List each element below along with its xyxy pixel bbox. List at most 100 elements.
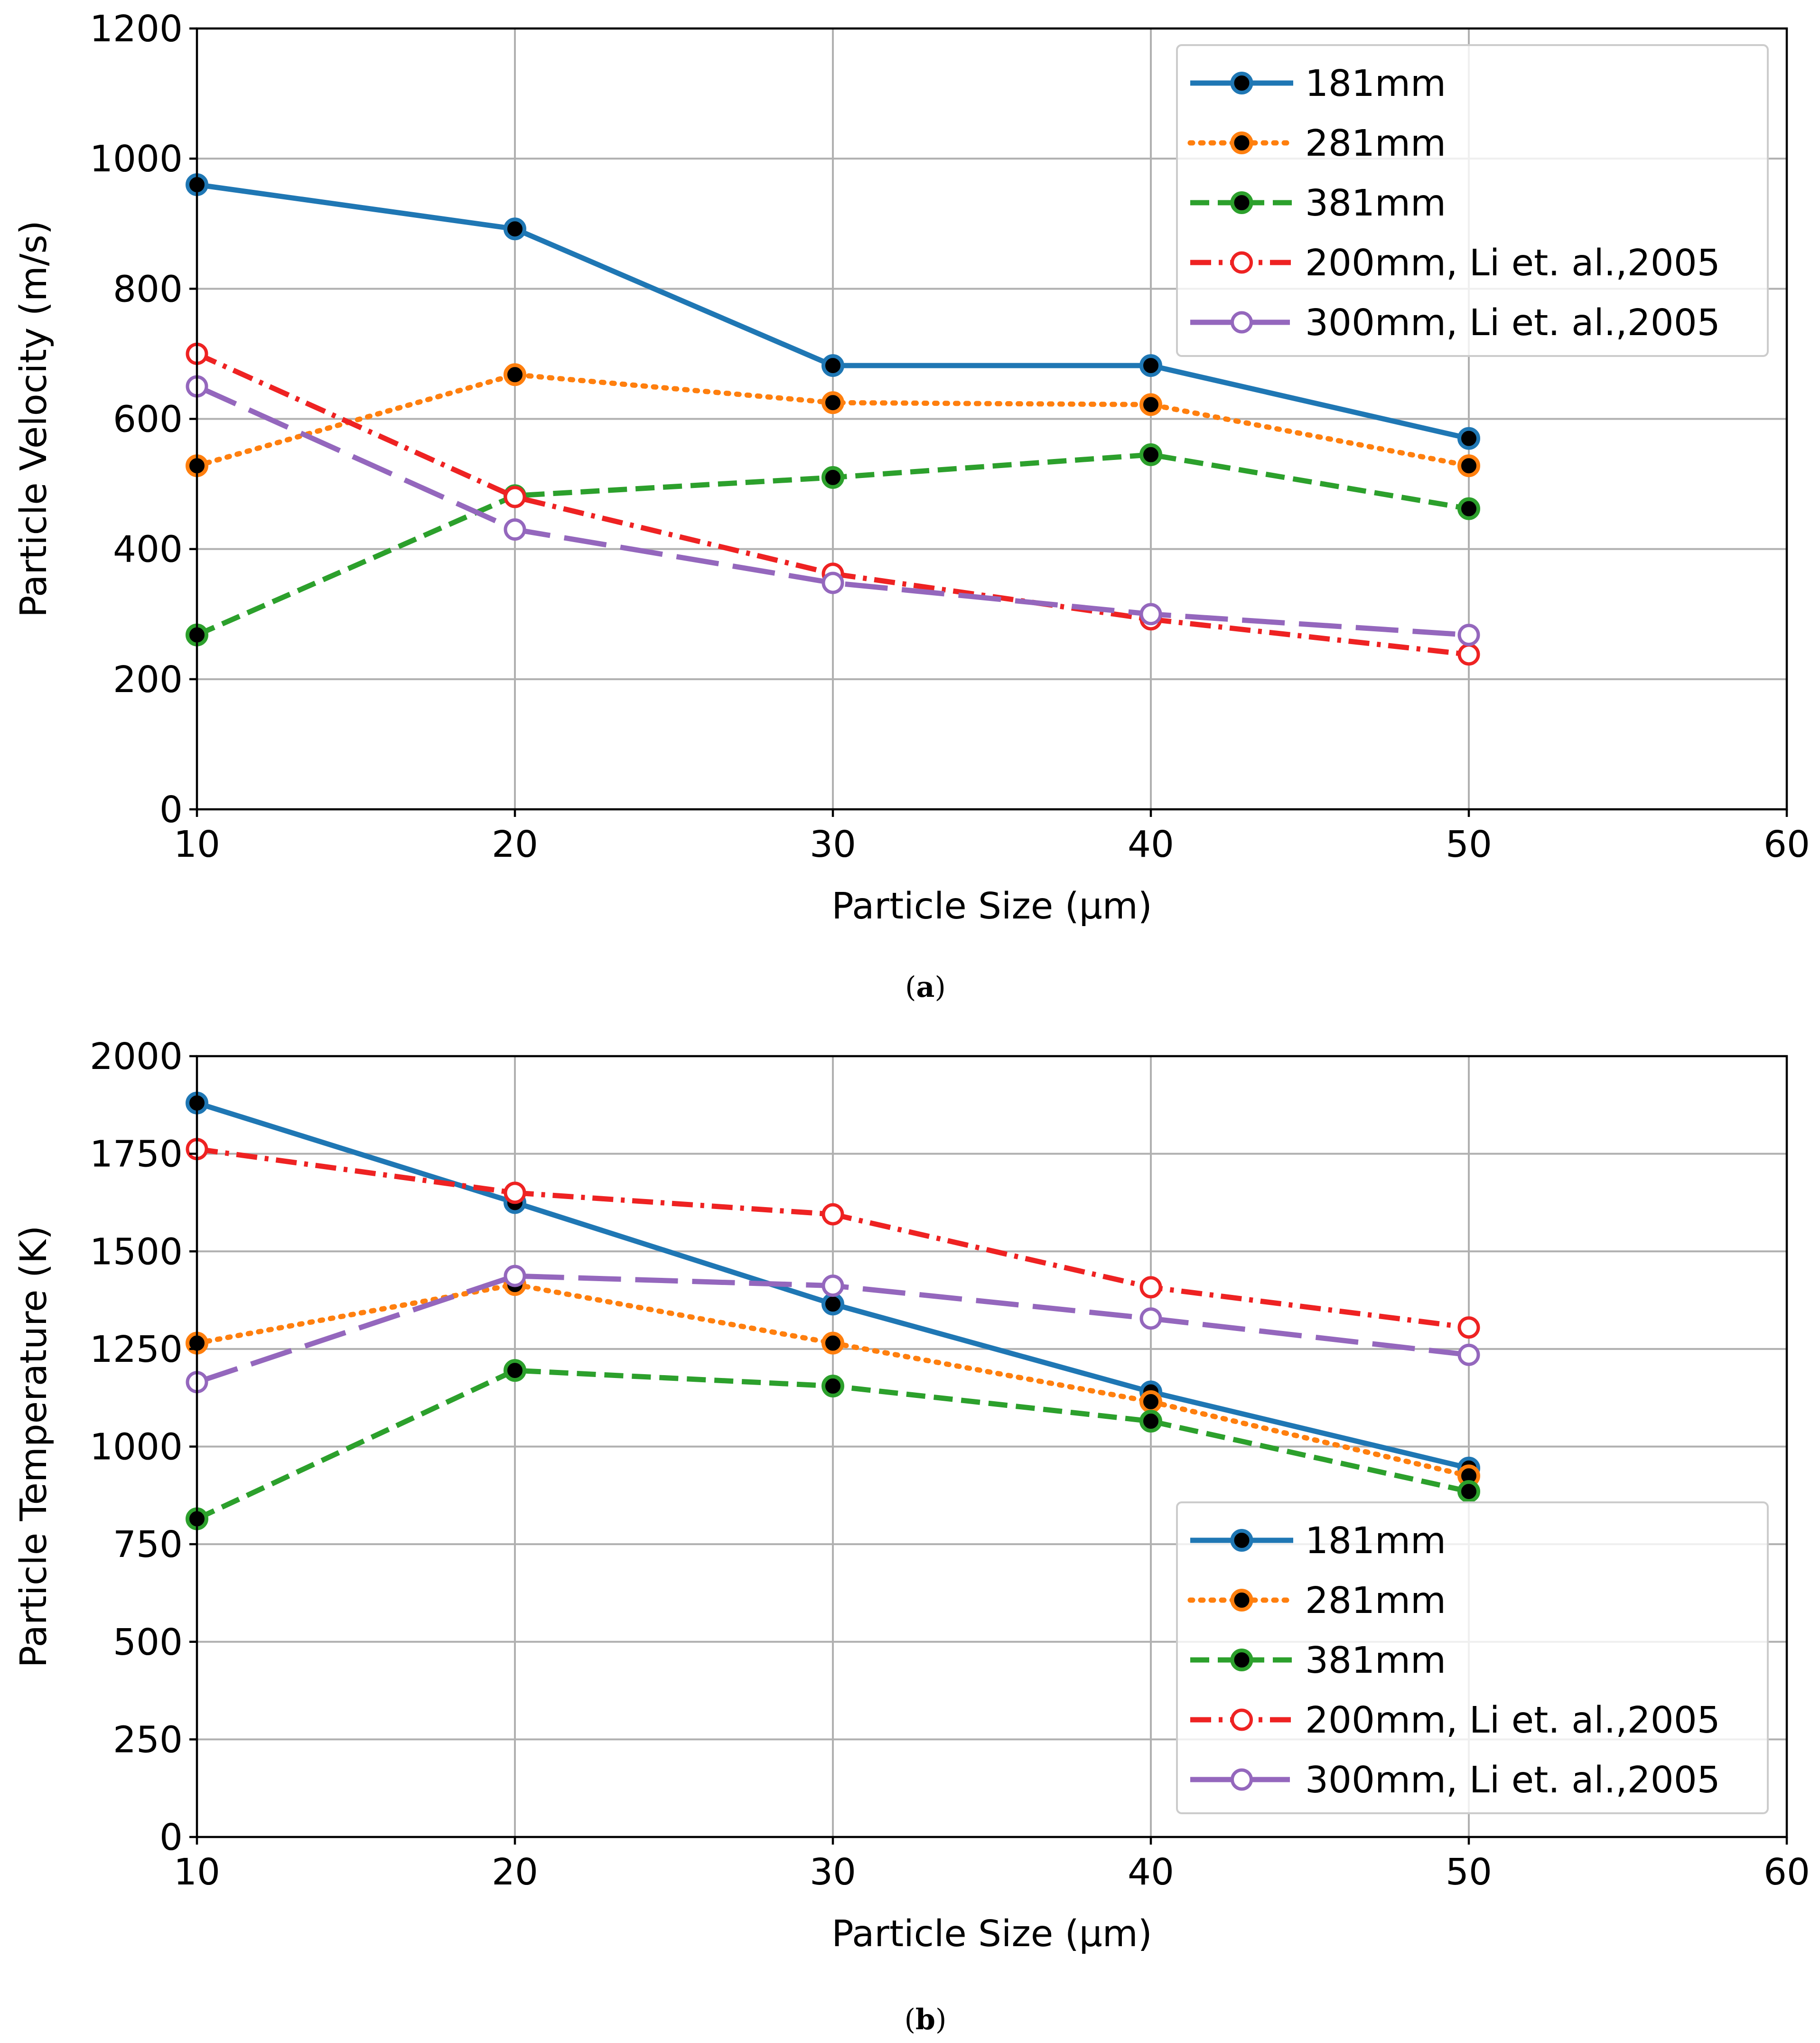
y-tick-label: 2000 <box>90 1036 183 1078</box>
legend-b: 181mm 281mm 381mm 200mm, Li et. al.,2005 300… <box>1176 1501 1769 1814</box>
legend-marker <box>1230 1589 1253 1612</box>
legend-label: 200mm, Li et. al.,2005 <box>1305 1699 1720 1742</box>
y-tick-label: 400 <box>113 529 183 571</box>
y-axis-label-b: Particle Temperature (K) <box>13 1226 55 1668</box>
data-point <box>504 363 526 386</box>
x-axis-label-b: Particle Size (µm) <box>831 1913 1152 1955</box>
legend-marker <box>1230 131 1253 154</box>
legend-label: 281mm <box>1305 122 1446 165</box>
data-point <box>504 1359 526 1382</box>
data-point <box>1139 1390 1162 1413</box>
legend-box <box>1176 44 1769 357</box>
y-tick-label: 800 <box>113 268 183 310</box>
x-tick-label: 60 <box>1764 824 1810 866</box>
y-tick-label: 500 <box>113 1621 183 1664</box>
series-group-b <box>186 1091 1480 1530</box>
data-point <box>504 217 526 241</box>
x-tick-label: 20 <box>492 824 538 866</box>
data-point <box>821 1375 844 1398</box>
legend-marker <box>1230 1529 1253 1552</box>
series-group-a <box>186 173 1480 666</box>
data-point <box>821 1275 844 1297</box>
data-point <box>1457 1480 1480 1503</box>
series-line-4 <box>196 384 1469 638</box>
data-point <box>1139 1410 1162 1433</box>
data-point <box>1139 603 1162 626</box>
data-point <box>504 486 526 508</box>
x-tick-label: 10 <box>174 824 220 866</box>
x-tick-label: 50 <box>1446 1851 1492 1893</box>
data-point <box>1139 393 1162 416</box>
caption-b-letter: b <box>915 2003 935 2036</box>
x-tick-label: 30 <box>810 1851 856 1893</box>
data-point <box>1457 427 1480 450</box>
legend-label: 200mm, Li et. al.,2005 <box>1305 242 1720 284</box>
data-point <box>821 572 844 594</box>
legend-label: 181mm <box>1305 63 1446 105</box>
caption-a-letter: a <box>916 971 935 1004</box>
data-point <box>821 1203 844 1226</box>
legend-label: 300mm, Li et. al.,2005 <box>1305 1759 1720 1801</box>
legend-marker <box>1231 1768 1253 1791</box>
x-tick-label: 10 <box>174 1851 220 1893</box>
data-point <box>504 518 526 541</box>
x-tick-label: 60 <box>1764 1851 1810 1893</box>
legend-marker <box>1230 72 1253 94</box>
y-tick-label: 1200 <box>90 8 183 50</box>
y-tick-label: 750 <box>113 1524 183 1566</box>
legend-label: 381mm <box>1305 182 1446 225</box>
legend-marker <box>1230 191 1253 214</box>
data-point <box>1139 443 1162 466</box>
data-point <box>504 1181 526 1204</box>
data-point <box>1457 624 1480 647</box>
legend-label: 281mm <box>1305 1580 1446 1622</box>
data-point <box>1139 1276 1162 1299</box>
data-point <box>821 354 844 377</box>
y-tick-label: 0 <box>159 1817 183 1859</box>
y-tick-label: 1750 <box>90 1134 183 1176</box>
y-tick-label: 1250 <box>90 1329 183 1371</box>
data-point <box>821 1331 844 1355</box>
data-point <box>821 466 844 489</box>
data-point <box>821 391 844 414</box>
x-tick-label: 40 <box>1128 824 1174 866</box>
legend-marker <box>1231 251 1253 274</box>
x-axis-label-a: Particle Size (µm) <box>831 885 1152 928</box>
legend-label: 381mm <box>1305 1640 1446 1682</box>
y-tick-label: 1000 <box>90 138 183 180</box>
data-point <box>1457 1316 1480 1339</box>
chart-panel-b: 10 20 30 40 50 60 0 250 500 750 1000 1250 1500 1750 20… <box>13 1036 1810 2036</box>
data-point <box>1139 354 1162 377</box>
data-point <box>1139 1307 1162 1330</box>
data-point <box>1457 1343 1480 1366</box>
y-tick-label: 250 <box>113 1719 183 1761</box>
ticks-b: 10 20 30 40 50 60 0 250 500 750 1000 1250 1500 1750 20… <box>90 1036 1810 1893</box>
x-tick-label: 20 <box>492 1851 538 1893</box>
y-tick-label: 600 <box>113 399 183 441</box>
caption-a: (a) <box>905 971 946 1004</box>
x-tick-label: 50 <box>1446 824 1492 866</box>
y-tick-label: 200 <box>113 659 183 701</box>
caption-b: (b) <box>905 2003 947 2036</box>
legend-marker <box>1231 1708 1253 1731</box>
data-point <box>1457 497 1480 520</box>
x-tick-label: 30 <box>810 824 856 866</box>
x-tick-label: 40 <box>1128 1851 1174 1893</box>
y-tick-label: 1500 <box>90 1231 183 1273</box>
legend-marker <box>1231 311 1253 334</box>
legend-a: 181mm 281mm 381mm 200mm, Li et. al.,2005 300… <box>1176 44 1769 357</box>
data-point <box>1457 643 1480 666</box>
legend-label: 181mm <box>1305 1520 1446 1562</box>
data-point <box>1457 454 1480 478</box>
y-tick-label: 0 <box>159 789 183 831</box>
legend-marker <box>1230 1649 1253 1671</box>
data-point <box>504 1265 526 1287</box>
legend-label: 300mm, Li et. al.,2005 <box>1305 302 1720 344</box>
legend-box <box>1176 1501 1769 1814</box>
y-tick-label: 1000 <box>90 1426 183 1469</box>
y-axis-label-a: Particle Velocity (m/s) <box>13 220 55 618</box>
data-point <box>821 1293 844 1316</box>
